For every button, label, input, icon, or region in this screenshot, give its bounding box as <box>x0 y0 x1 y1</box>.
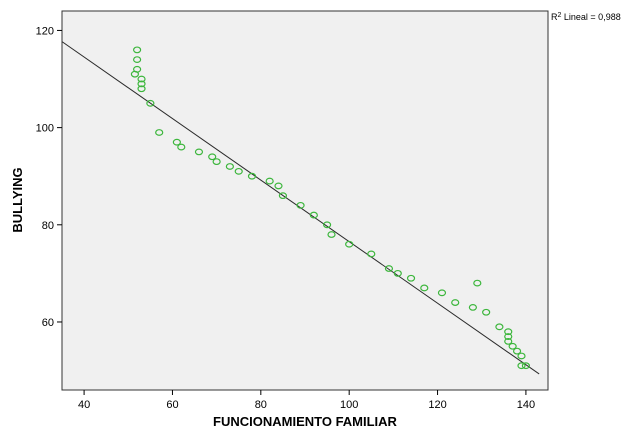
data-point <box>234 167 243 175</box>
x-tick-label: 60 <box>166 399 178 411</box>
data-point <box>137 80 146 88</box>
x-tick-label: 120 <box>428 399 446 411</box>
r2-prefix: R <box>551 12 558 22</box>
y-tick-label: 80 <box>42 220 54 232</box>
r2-text: Lineal = 0,988 <box>561 12 620 22</box>
data-point <box>504 333 513 340</box>
data-point <box>137 75 146 83</box>
data-point <box>512 347 522 355</box>
x-axis-title: FUNCIONAMIENTO FAMILIAR <box>213 414 398 429</box>
data-point <box>130 70 139 78</box>
data-point <box>133 56 142 63</box>
data-point <box>225 163 234 170</box>
data-point <box>468 303 477 311</box>
data-point <box>504 338 513 345</box>
data-point <box>208 153 217 161</box>
y-tick-label: 100 <box>36 123 54 135</box>
data-point <box>212 158 221 166</box>
data-point <box>451 299 460 306</box>
data-point <box>517 352 526 360</box>
data-point <box>137 85 146 93</box>
data-point <box>367 250 376 258</box>
y-axis: 60 80 100 120 <box>36 25 62 329</box>
data-point <box>384 265 394 272</box>
data-point <box>265 177 274 185</box>
data-point <box>274 182 283 190</box>
x-tick-label: 140 <box>517 399 535 411</box>
data-point <box>495 323 504 331</box>
data-point <box>508 342 517 350</box>
y-tick-label: 120 <box>36 25 54 37</box>
data-point <box>504 328 513 336</box>
data-point <box>247 172 257 180</box>
data-point <box>309 211 318 219</box>
x-tick-label: 100 <box>340 399 358 411</box>
data-point <box>327 231 336 238</box>
data-point <box>155 129 164 136</box>
data-point <box>146 99 155 107</box>
x-tick-label: 40 <box>78 399 90 411</box>
data-point <box>517 362 526 370</box>
y-tick-label: 60 <box>42 317 54 329</box>
data-point <box>521 362 531 370</box>
data-point <box>133 46 142 54</box>
data-points <box>130 46 531 370</box>
data-point <box>406 274 416 282</box>
data-point <box>393 269 402 277</box>
data-point <box>322 221 332 229</box>
plot-area <box>61 10 549 391</box>
data-point <box>177 143 186 151</box>
data-point <box>420 284 429 292</box>
x-tick-label: 80 <box>255 399 267 411</box>
data-point <box>482 308 491 316</box>
r2-annotation: R2 Lineal = 0,988 <box>551 12 621 22</box>
data-point <box>437 289 447 297</box>
data-point <box>473 279 482 287</box>
y-axis-title: BULLYING <box>10 167 25 232</box>
data-point <box>172 138 181 146</box>
data-point <box>345 240 354 248</box>
data-point <box>194 148 204 156</box>
data-point <box>278 192 288 200</box>
data-point <box>296 201 305 209</box>
r2-superscript: 2 <box>558 12 562 19</box>
x-axis: 40 60 80 100 120 140 <box>78 390 535 411</box>
